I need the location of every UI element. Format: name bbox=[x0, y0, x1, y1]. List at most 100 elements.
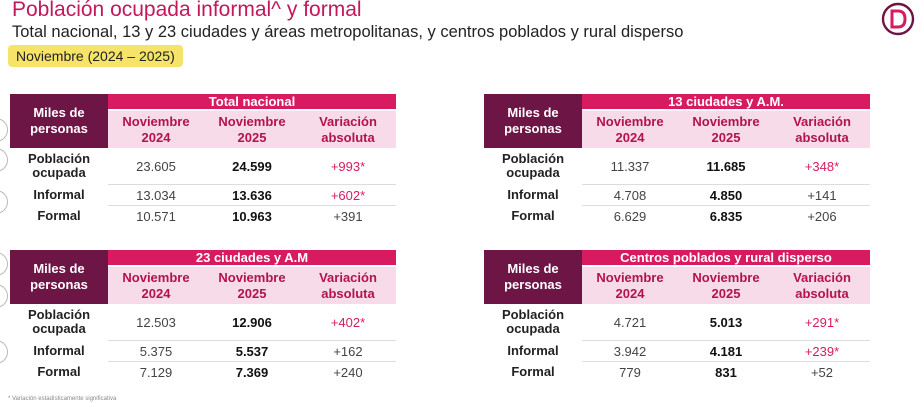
side-decoration bbox=[0, 252, 8, 276]
table-row: Formal 10.571 10.963 +391 bbox=[10, 206, 396, 226]
table-row: Población ocupada 23.605 24.599 +993* bbox=[10, 148, 396, 184]
value-2025: 12.906 bbox=[232, 314, 272, 330]
table-header: Miles de personas 23 ciudades y A.M Noviem… bbox=[10, 250, 396, 304]
table-row: Informal 4.708 4.850 +141 bbox=[484, 185, 870, 205]
value-2025: 4.850 bbox=[709, 187, 743, 203]
table-header: Miles de personas 13 ciudades y A.M. Novie… bbox=[484, 94, 870, 148]
column-header: Noviembre 2024 bbox=[122, 113, 190, 145]
table-header: Miles de personas Total nacional Noviembre… bbox=[10, 94, 396, 148]
column-header: Noviembre 2024 bbox=[596, 113, 664, 145]
value-variation: +993* bbox=[330, 158, 366, 174]
value-variation: +602* bbox=[330, 187, 366, 203]
row-divider bbox=[108, 340, 396, 341]
side-decoration bbox=[0, 118, 8, 142]
group-title: 13 ciudades y A.M. bbox=[582, 94, 870, 111]
value-2025: 5.013 bbox=[709, 314, 743, 330]
value-2025: 10.963 bbox=[232, 208, 272, 224]
row-label: Formal bbox=[37, 208, 81, 223]
value-2024: 3.942 bbox=[613, 343, 647, 359]
column-header: Variación absoluta bbox=[793, 113, 851, 145]
column-header: Noviembre 2024 bbox=[122, 269, 190, 301]
value-2025: 13.636 bbox=[232, 187, 272, 203]
group-title: Centros poblados y rural disperso bbox=[582, 250, 870, 267]
table-row: Formal 7.129 7.369 +240 bbox=[10, 362, 396, 382]
dane-logo-icon bbox=[881, 2, 915, 36]
column-header: Noviembre 2024 bbox=[596, 269, 664, 301]
value-variation: +348* bbox=[804, 158, 840, 174]
value-2025: 6.835 bbox=[709, 208, 743, 224]
column-header: Noviembre 2025 bbox=[218, 113, 286, 145]
table-row: Informal 5.375 5.537 +162 bbox=[10, 341, 396, 361]
value-2024: 779 bbox=[619, 364, 641, 380]
value-2024: 7.129 bbox=[139, 364, 173, 380]
row-label: Formal bbox=[511, 208, 555, 223]
row-label: Formal bbox=[511, 364, 555, 379]
table-header: Miles de personas Centros poblados y rura… bbox=[484, 250, 870, 304]
table-row: Población ocupada 12.503 12.906 +402* bbox=[10, 304, 396, 340]
value-2024: 13.034 bbox=[136, 187, 176, 203]
table-panel: Miles de personas Total nacional Noviembre… bbox=[10, 94, 396, 226]
table-row: Formal 6.629 6.835 +206 bbox=[484, 206, 870, 226]
unit-label: Miles de personas bbox=[484, 94, 582, 148]
row-divider bbox=[582, 361, 870, 362]
column-header: Noviembre 2025 bbox=[218, 269, 286, 301]
value-variation: +162 bbox=[333, 343, 363, 359]
column-header: Variación absoluta bbox=[793, 269, 851, 301]
value-variation: +402* bbox=[330, 314, 366, 330]
unit-label: Miles de personas bbox=[10, 94, 108, 148]
row-label: Informal bbox=[507, 343, 559, 358]
row-divider bbox=[108, 184, 396, 185]
row-divider bbox=[582, 340, 870, 341]
value-2025: 831 bbox=[715, 364, 737, 380]
value-variation: +240 bbox=[333, 364, 363, 380]
value-variation: +291* bbox=[804, 314, 840, 330]
row-divider bbox=[108, 205, 396, 206]
table-row: Población ocupada 4.721 5.013 +291* bbox=[484, 304, 870, 340]
value-2025: 24.599 bbox=[232, 158, 272, 174]
value-2024: 5.375 bbox=[139, 343, 173, 359]
side-decoration bbox=[0, 340, 8, 364]
side-decoration bbox=[0, 148, 8, 172]
table-row: Formal 779 831 +52 bbox=[484, 362, 870, 382]
table-row: Informal 13.034 13.636 +602* bbox=[10, 185, 396, 205]
row-label: Población ocupada bbox=[27, 307, 91, 336]
period-badge: Noviembre (2024 – 2025) bbox=[8, 45, 183, 67]
value-variation: +52 bbox=[810, 364, 834, 380]
value-variation: +239* bbox=[804, 343, 840, 359]
value-2024: 23.605 bbox=[136, 158, 176, 174]
value-2024: 10.571 bbox=[136, 208, 176, 224]
table-panel: Miles de personas 23 ciudades y A.M Noviem… bbox=[10, 250, 396, 382]
value-variation: +206 bbox=[807, 208, 837, 224]
group-title: Total nacional bbox=[108, 94, 396, 111]
value-2025: 5.537 bbox=[235, 343, 269, 359]
column-header: Variación absoluta bbox=[319, 113, 377, 145]
column-header: Noviembre 2025 bbox=[692, 113, 760, 145]
row-label: Población ocupada bbox=[27, 151, 91, 180]
value-2025: 4.181 bbox=[709, 343, 743, 359]
row-divider bbox=[582, 205, 870, 206]
unit-label: Miles de personas bbox=[10, 250, 108, 304]
side-decoration bbox=[0, 190, 8, 214]
page-subtitle: Total nacional, 13 y 23 ciudades y áreas… bbox=[12, 23, 684, 41]
row-divider bbox=[108, 361, 396, 362]
row-label: Informal bbox=[33, 343, 85, 358]
row-label: Formal bbox=[37, 364, 81, 379]
value-variation: +141 bbox=[807, 187, 837, 203]
value-variation: +391 bbox=[333, 208, 363, 224]
row-label: Población ocupada bbox=[501, 151, 565, 180]
group-title: 23 ciudades y A.M bbox=[108, 250, 396, 267]
unit-label: Miles de personas bbox=[484, 250, 582, 304]
value-2024: 4.708 bbox=[613, 187, 647, 203]
row-divider bbox=[582, 184, 870, 185]
value-2024: 11.337 bbox=[610, 158, 650, 174]
value-2024: 6.629 bbox=[613, 208, 647, 224]
table-panel: Miles de personas Centros poblados y rura… bbox=[484, 250, 870, 382]
value-2024: 4.721 bbox=[613, 314, 647, 330]
table-row: Población ocupada 11.337 11.685 +348* bbox=[484, 148, 870, 184]
row-label: Informal bbox=[507, 187, 559, 202]
column-header: Noviembre 2025 bbox=[692, 269, 760, 301]
row-label: Población ocupada bbox=[501, 307, 565, 336]
side-decoration bbox=[0, 284, 8, 308]
value-2025: 11.685 bbox=[706, 158, 746, 174]
table-row: Informal 3.942 4.181 +239* bbox=[484, 341, 870, 361]
